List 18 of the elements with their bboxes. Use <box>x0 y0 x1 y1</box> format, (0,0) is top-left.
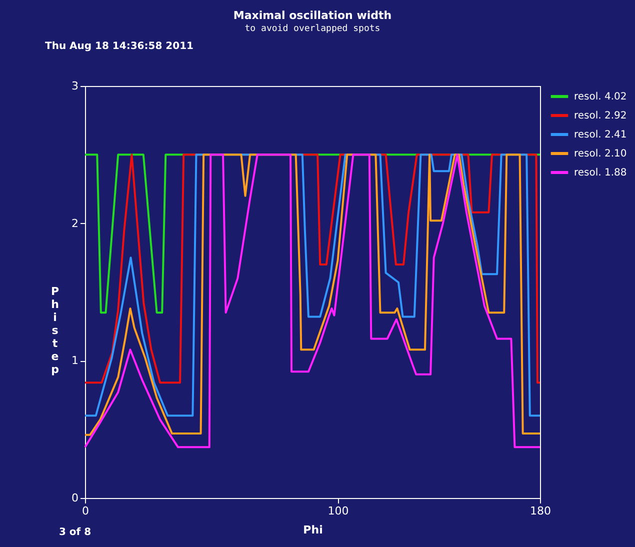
chart-title: Maximal oscillation width <box>233 9 392 22</box>
x-tick-label: 0 <box>82 504 89 518</box>
legend-label: resol. 4.02 <box>574 92 627 102</box>
y-axis-title: Phi step <box>50 285 60 376</box>
x-tick-label: 180 <box>530 504 551 518</box>
y-tick-label: 3 <box>72 80 78 92</box>
text: Thu Aug 18 14:36:58 2011 <box>45 41 194 52</box>
legend-label: resol. 2.41 <box>574 130 627 140</box>
x-tick-label: 100 <box>328 504 349 518</box>
y-tick-label: 2 <box>72 216 78 230</box>
text: 3 of 8 <box>58 527 92 538</box>
chart-subtitle: to avoid overlapped spots <box>244 24 380 34</box>
x-axis-title: Phi <box>303 524 323 536</box>
y-tick-label: 0 <box>72 492 78 504</box>
y-tick-label: 1 <box>72 354 78 368</box>
legend-label: resol. 1.88 <box>574 168 627 178</box>
legend-label: resol. 2.92 <box>574 110 627 122</box>
legend-label: resol. 2.10 <box>574 148 627 160</box>
